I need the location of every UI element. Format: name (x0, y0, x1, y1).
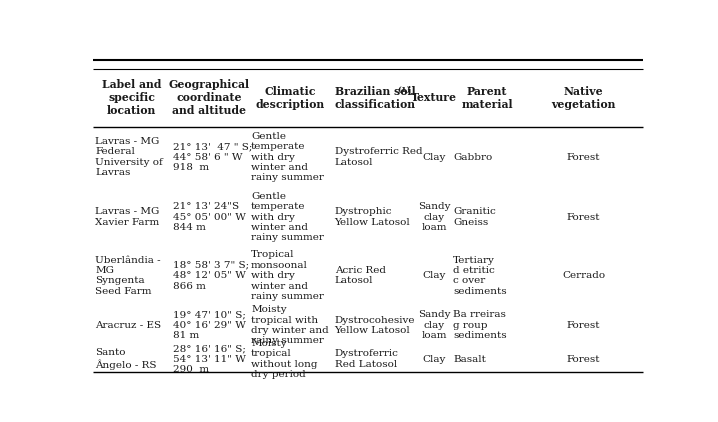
Text: Tropical
monsoonal
with dry
winter and
rainy summer: Tropical monsoonal with dry winter and r… (251, 250, 324, 301)
Text: Forest: Forest (567, 213, 600, 222)
Text: Sandy
clay
loam: Sandy clay loam (418, 310, 450, 340)
Text: 21° 13' 24"S
45° 05' 00" W
844 m: 21° 13' 24"S 45° 05' 00" W 844 m (173, 202, 246, 232)
Text: Brazilian soil
classification: Brazilian soil classification (335, 86, 416, 110)
Text: Parent
material: Parent material (461, 86, 513, 110)
Text: Clay: Clay (422, 271, 446, 280)
Text: Forest: Forest (567, 153, 600, 162)
Text: Gentle
temperate
with dry
winter and
rainy summer: Gentle temperate with dry winter and rai… (251, 132, 324, 182)
Text: Gabbro: Gabbro (453, 153, 493, 162)
Text: Sandy
clay
loam: Sandy clay loam (418, 202, 450, 232)
Text: Cerrado: Cerrado (562, 271, 605, 280)
Text: Forest: Forest (567, 354, 600, 363)
Text: Moisty
tropical with
dry winter and
rainy summer: Moisty tropical with dry winter and rain… (251, 305, 329, 345)
Text: Dystroferric
Red Latosol: Dystroferric Red Latosol (335, 349, 398, 369)
Text: Native
vegetation: Native vegetation (551, 86, 616, 110)
Text: Gentle
temperate
with dry
winter and
rainy summer: Gentle temperate with dry winter and rai… (251, 192, 324, 243)
Text: 19° 47' 10" S;
40° 16' 29" W
81 m: 19° 47' 10" S; 40° 16' 29" W 81 m (173, 310, 246, 340)
Text: Acric Red
Latosol: Acric Red Latosol (335, 266, 386, 285)
Text: Aracruz - ES: Aracruz - ES (95, 321, 162, 330)
Text: Lavras - MG
Federal
University of
Lavras: Lavras - MG Federal University of Lavras (95, 137, 163, 177)
Text: Clay: Clay (422, 153, 446, 162)
Text: Texture: Texture (411, 92, 457, 103)
Text: (1): (1) (397, 86, 411, 94)
Text: Label and
specific
location: Label and specific location (102, 79, 161, 116)
Text: Uberlândia -
MG
Syngenta
Seed Farm: Uberlândia - MG Syngenta Seed Farm (95, 256, 161, 296)
Text: 28° 16' 16" S;
54° 13' 11" W
290  m: 28° 16' 16" S; 54° 13' 11" W 290 m (173, 344, 246, 374)
Text: 21° 13'  47 " S;
44° 58' 6 " W
918  m: 21° 13' 47 " S; 44° 58' 6 " W 918 m (173, 142, 253, 172)
Text: Climatic
description: Climatic description (256, 86, 325, 110)
Text: Basalt: Basalt (453, 354, 486, 363)
Text: Ba rreiras
g roup
sediments: Ba rreiras g roup sediments (453, 310, 507, 340)
Text: Tertiary
d etritic
c over
sediments: Tertiary d etritic c over sediments (453, 256, 507, 296)
Text: Forest: Forest (567, 321, 600, 330)
Text: Dystrophic
Yellow Latosol: Dystrophic Yellow Latosol (335, 208, 411, 227)
Text: 18° 58' 3 7" S;
48° 12' 05" W
866 m: 18° 58' 3 7" S; 48° 12' 05" W 866 m (173, 261, 249, 291)
Text: Lavras - MG
Xavier Farm: Lavras - MG Xavier Farm (95, 208, 159, 227)
Text: Geographical
coordinate
and altitude: Geographical coordinate and altitude (169, 79, 250, 116)
Text: Santo
Ângelo - RS: Santo Ângelo - RS (95, 349, 157, 370)
Text: Moisty
tropical
without long
dry period: Moisty tropical without long dry period (251, 339, 317, 379)
Text: Granitic
Gneiss: Granitic Gneiss (453, 208, 496, 227)
Text: Dystrocohesive
Yellow Latosol: Dystrocohesive Yellow Latosol (335, 316, 415, 335)
Text: Clay: Clay (422, 354, 446, 363)
Text: Dystroferric Red
Latosol: Dystroferric Red Latosol (335, 147, 422, 167)
